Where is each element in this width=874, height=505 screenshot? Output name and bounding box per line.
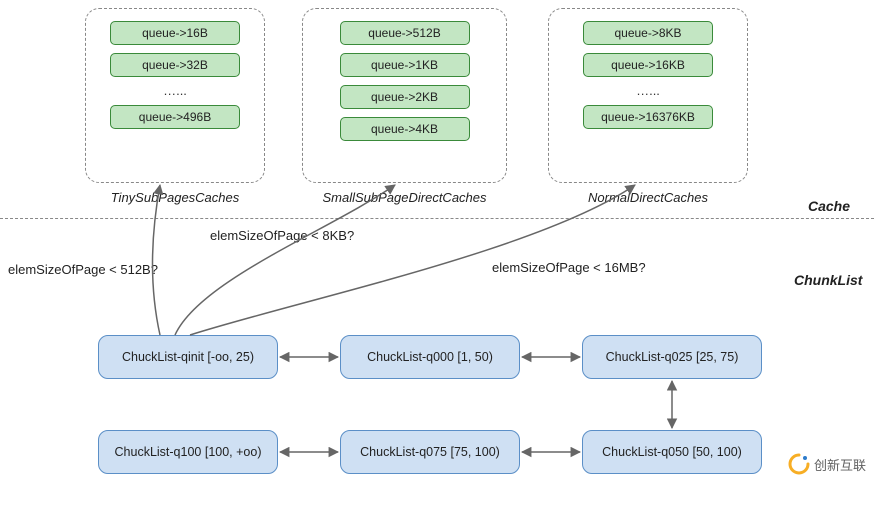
cache-label-small: SmallSubPageDirectCaches xyxy=(302,190,507,205)
section-label-chunklist: ChunkList xyxy=(794,272,862,288)
diagram-container: { "sections": { "cache": "Cache", "chunk… xyxy=(0,0,874,505)
cache-normal: queue->8KB queue->16KB …... queue->16376… xyxy=(548,8,748,183)
queue-item: queue->496B xyxy=(110,105,240,129)
edge-label-8kb: elemSizeOfPage < 8KB? xyxy=(210,228,354,243)
queue-item: queue->16B xyxy=(110,21,240,45)
edge-label-16mb: elemSizeOfPage < 16MB? xyxy=(492,260,646,275)
watermark-text: 创新互联 xyxy=(814,455,866,474)
section-divider xyxy=(0,218,874,219)
section-label-cache: Cache xyxy=(808,198,850,214)
chunk-q050: ChuckList-q050 [50, 100) xyxy=(582,430,762,474)
watermark: 创新互联 xyxy=(788,453,866,475)
chunk-q025: ChuckList-q025 [25, 75) xyxy=(582,335,762,379)
queue-item: queue->1KB xyxy=(340,53,470,77)
chunk-q075: ChuckList-q075 [75, 100) xyxy=(340,430,520,474)
cache-small: queue->512B queue->1KB queue->2KB queue-… xyxy=(302,8,507,183)
chunk-q100: ChuckList-q100 [100, +oo) xyxy=(98,430,278,474)
cache-label-tiny: TinySubPagesCaches xyxy=(85,190,265,205)
chunk-q000: ChuckList-q000 [1, 50) xyxy=(340,335,520,379)
queue-item: queue->512B xyxy=(340,21,470,45)
ellipsis: …... xyxy=(636,83,660,99)
queue-item: queue->2KB xyxy=(340,85,470,109)
edge-label-512b: elemSizeOfPage < 512B? xyxy=(8,262,158,277)
cache-tiny: queue->16B queue->32B …... queue->496B xyxy=(85,8,265,183)
chunk-qinit: ChuckList-qinit [-oo, 25) xyxy=(98,335,278,379)
queue-item: queue->8KB xyxy=(583,21,713,45)
queue-item: queue->4KB xyxy=(340,117,470,141)
queue-item: queue->16KB xyxy=(583,53,713,77)
logo-icon xyxy=(788,453,810,475)
queue-item: queue->32B xyxy=(110,53,240,77)
queue-item: queue->16376KB xyxy=(583,105,713,129)
ellipsis: …... xyxy=(163,83,187,99)
cache-label-normal: NormalDirectCaches xyxy=(548,190,748,205)
